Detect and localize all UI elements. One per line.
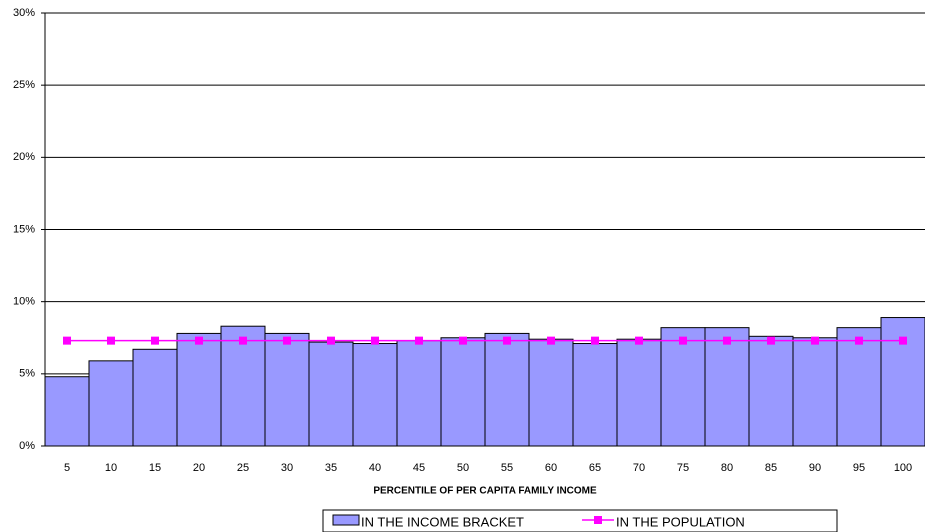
- line-marker: [63, 336, 71, 345]
- line-marker: [591, 336, 599, 345]
- x-tick-label: 40: [369, 462, 381, 474]
- x-tick-label: 90: [809, 462, 821, 474]
- bar: [616, 338, 662, 447]
- legend: [322, 509, 838, 532]
- bar: [528, 338, 574, 447]
- bar: [792, 337, 838, 447]
- line-marker: [415, 336, 423, 345]
- x-tick-label: 25: [237, 462, 249, 474]
- bar: [44, 376, 90, 447]
- line-marker: [107, 336, 115, 345]
- line-marker: [151, 336, 159, 345]
- x-tick-label: 45: [413, 462, 425, 474]
- legend-label: IN THE INCOME BRACKET: [361, 514, 524, 529]
- y-tick-label: 25%: [13, 79, 35, 91]
- x-tick-label: 35: [325, 462, 337, 474]
- line-marker: [811, 336, 819, 345]
- x-tick-label: 10: [105, 462, 117, 474]
- x-tick-label: 55: [501, 462, 513, 474]
- bar: [132, 348, 178, 447]
- bar: [440, 337, 486, 447]
- legend-swatch: [332, 514, 360, 526]
- line-marker: [195, 336, 203, 345]
- bar: [836, 327, 882, 447]
- bar: [396, 340, 442, 447]
- x-tick-label: 75: [677, 462, 689, 474]
- bar: [88, 360, 134, 447]
- bar: [704, 327, 750, 447]
- x-tick-label: 80: [721, 462, 733, 474]
- line-marker: [283, 336, 291, 345]
- x-tick-label: 100: [894, 462, 912, 474]
- line-marker: [767, 336, 775, 345]
- x-tick-label: 20: [193, 462, 205, 474]
- bar: [308, 341, 354, 447]
- x-axis-title: PERCENTILE OF PER CAPITA FAMILY INCOME: [373, 486, 597, 497]
- line-marker: [327, 336, 335, 345]
- line-marker: [547, 336, 555, 345]
- line-marker: [635, 336, 643, 345]
- legend-swatch: [594, 516, 602, 524]
- y-tick-label: 0%: [19, 440, 35, 452]
- x-tick-label: 85: [765, 462, 777, 474]
- bar: [748, 335, 794, 447]
- y-tick-label: 30%: [13, 7, 35, 19]
- bar: [484, 332, 530, 447]
- y-tick-label: 20%: [13, 151, 35, 163]
- line-marker: [855, 336, 863, 345]
- line-marker: [723, 336, 731, 345]
- bar: [660, 327, 706, 447]
- y-tick-label: 15%: [13, 223, 35, 235]
- bar: [352, 343, 398, 447]
- x-tick-label: 15: [149, 462, 161, 474]
- x-tick-label: 60: [545, 462, 557, 474]
- x-tick-label: 50: [457, 462, 469, 474]
- line-marker: [239, 336, 247, 345]
- bar: [264, 332, 310, 447]
- x-tick-label: 70: [633, 462, 645, 474]
- x-tick-label: 5: [64, 462, 70, 474]
- x-tick-label: 30: [281, 462, 293, 474]
- y-tick-label: 10%: [13, 296, 35, 308]
- line-marker: [679, 336, 687, 345]
- line-marker: [459, 336, 467, 345]
- line-marker: [899, 336, 907, 345]
- y-tick-label: 5%: [19, 368, 35, 380]
- bar: [572, 343, 618, 447]
- line-marker: [371, 336, 379, 345]
- bar: [176, 332, 222, 447]
- x-tick-label: 95: [853, 462, 865, 474]
- legend-label: IN THE POPULATION: [616, 514, 745, 529]
- x-tick-label: 65: [589, 462, 601, 474]
- line-marker: [503, 336, 511, 345]
